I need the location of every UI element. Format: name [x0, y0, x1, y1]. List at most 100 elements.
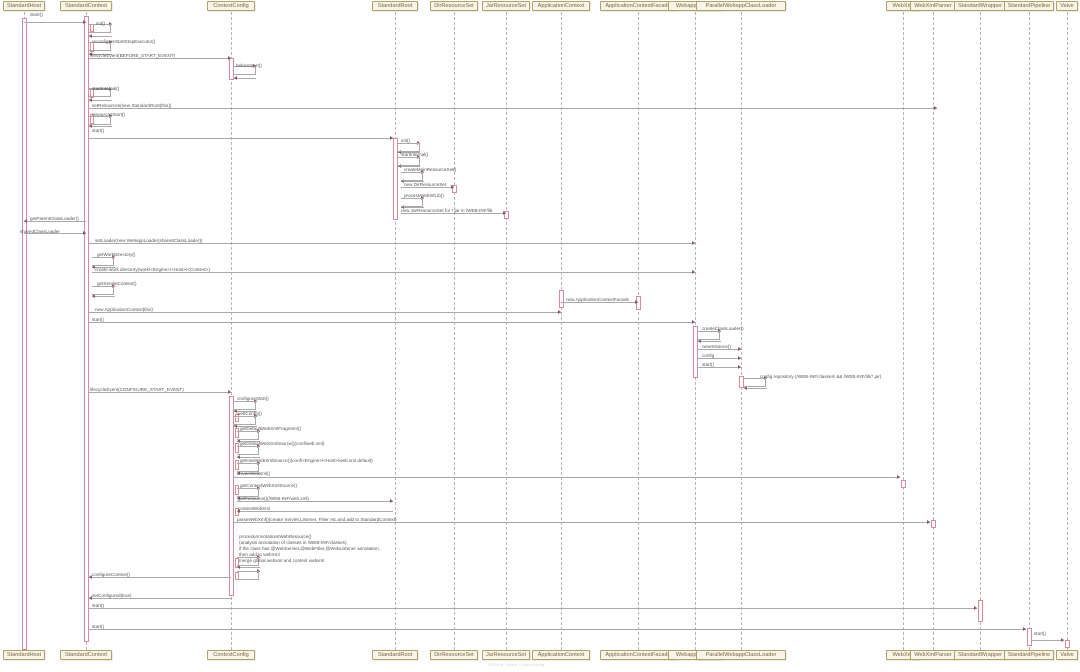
- lifeline-webxml: [903, 12, 904, 650]
- message-arrow-head: [737, 365, 741, 369]
- message-arrow-head: [933, 106, 937, 110]
- self-call-loop: [234, 66, 256, 75]
- message-label: Start(): [30, 12, 43, 17]
- message-line: [398, 166, 420, 167]
- message-label: configureContext(): [92, 572, 130, 577]
- message-line: [401, 207, 424, 208]
- activation-bar: [1064, 640, 1070, 648]
- activation-bar: [451, 185, 457, 193]
- message-label: configureStart(): [237, 396, 269, 401]
- message-arrow-head: [450, 185, 454, 189]
- message-label: createMainResourceSet(): [404, 167, 457, 172]
- message-arrow-head: [89, 98, 92, 102]
- message-label: init(): [96, 21, 105, 26]
- lifeline-header-bottom: StandardPipeline: [1004, 650, 1054, 660]
- lifeline-standardroot: [395, 12, 396, 650]
- activation-bar: [235, 443, 239, 453]
- message-label: createClassLoader(): [702, 326, 744, 331]
- message-label: setResources(new StandardRoot(this)): [92, 103, 172, 108]
- lifeline-header-bottom: StandardContext: [60, 650, 112, 660]
- message-label: new JarResourceSet for *.jar in /WEB-INF…: [401, 208, 493, 213]
- self-call-loop: [237, 557, 259, 566]
- lifeline-header-top: ParallelWebappClassLoader: [696, 1, 786, 11]
- message-label: sharedClassLoader: [20, 229, 60, 234]
- lifeline-header-top: ApplicationContextFacade: [600, 1, 676, 11]
- self-call-loop: [89, 42, 111, 51]
- message-line: [89, 138, 393, 139]
- lifeline-header-top: StandardWrapper: [954, 1, 1006, 11]
- message-line: [89, 577, 231, 578]
- message-label: start(): [92, 317, 104, 322]
- watermark: CSDN @ Tomcat ContextConfig: [488, 663, 545, 667]
- message-label: start(): [92, 128, 104, 133]
- message-label: newInstance(): [702, 344, 731, 349]
- message-arrow-head: [557, 310, 561, 314]
- lifeline-jarresourceset: [506, 12, 507, 650]
- lifeline-header-top: JarResourceSet: [482, 1, 530, 11]
- activation-bar: [235, 460, 239, 470]
- message-arrow-head: [237, 565, 240, 569]
- activation-bar: [900, 480, 906, 488]
- self-call-loop: [401, 198, 423, 207]
- message-line: [237, 441, 260, 442]
- message-label: start(): [92, 624, 104, 629]
- message-label: config repository (/WEB-INF/classes/ && …: [760, 374, 882, 379]
- message-label: webConfig(): [237, 411, 262, 416]
- lifeline-applicationcontextfacade: [638, 12, 639, 650]
- message-label: createWebXml(): [237, 471, 271, 476]
- message-line: [89, 58, 231, 59]
- lifeline-header-bottom: ParallelWebappClassLoader: [696, 650, 786, 660]
- message-arrow-head: [24, 219, 27, 223]
- lifeline-parallelwebappclassloader: [741, 12, 742, 650]
- self-call-loop: [234, 401, 256, 410]
- message-label: lifecycleEvent(CONFIGURE_START_EVENT): [90, 387, 184, 392]
- message-label: start(): [1034, 631, 1046, 636]
- lifeline-header-bottom: ApplicationContext: [532, 650, 590, 660]
- self-call-loop: [398, 143, 420, 152]
- activation-bar: [235, 428, 239, 438]
- self-call-loop: [92, 286, 114, 295]
- message-label: getResource()(/WEB-INF/web.xml): [238, 496, 309, 501]
- lifeline-applicationcontext: [561, 12, 562, 650]
- lifeline-header-bottom: DirResourceSet: [430, 650, 478, 660]
- message-arrow-head: [401, 205, 404, 209]
- message-line: [237, 567, 260, 568]
- message-arrow-head: [89, 34, 92, 38]
- message-label: getParentClassLoader(): [30, 216, 79, 221]
- message-arrow-head: [237, 455, 240, 459]
- message-line: [237, 473, 260, 474]
- message-line: [744, 388, 767, 389]
- message-arrow-head: [237, 439, 240, 443]
- message-arrow-head: [89, 124, 92, 128]
- message-label: init(): [401, 138, 410, 143]
- activation-bar: [235, 485, 239, 495]
- message-arrow-head: [92, 265, 95, 269]
- message-line: [234, 477, 900, 478]
- annotation-note: processAnnotationsWebResource() (analysis…: [239, 534, 380, 558]
- activation-bar: [503, 211, 509, 219]
- message-arrow-head: [234, 76, 237, 80]
- activation-bar: [977, 600, 983, 622]
- lifeline-header-bottom: Valve: [1056, 650, 1078, 660]
- lifeline-webxmlparser: [933, 12, 934, 650]
- message-label: getHostWebXmlSource()(conf/<Engine>/<Hos…: [240, 458, 373, 463]
- message-arrow-head: [896, 475, 900, 479]
- message-line: [698, 367, 741, 368]
- lifeline-header-top: StandardHost: [3, 1, 45, 11]
- message-arrow-head: [237, 509, 240, 513]
- message-label: create work directory(work/<Engine>/<Hos…: [95, 267, 210, 272]
- message-arrow-head: [691, 270, 695, 274]
- activation-bar: [228, 396, 234, 596]
- annotation-note-line: (analysis annotation of classes in /WEB-…: [239, 540, 347, 545]
- message-arrow-head: [89, 52, 92, 56]
- lifeline-header-bottom: ContextConfig: [207, 650, 255, 660]
- message-line: [89, 126, 112, 127]
- message-arrow-head: [389, 136, 393, 140]
- message-arrow-head: [82, 231, 86, 235]
- message-arrow-head: [1060, 638, 1064, 642]
- message-line: [89, 629, 1026, 630]
- message-line: [698, 341, 721, 342]
- message-line: [401, 213, 506, 214]
- message-label: processWebInfLib(): [404, 193, 444, 198]
- message-label: getDefaultWebXmlFragment(): [240, 426, 301, 431]
